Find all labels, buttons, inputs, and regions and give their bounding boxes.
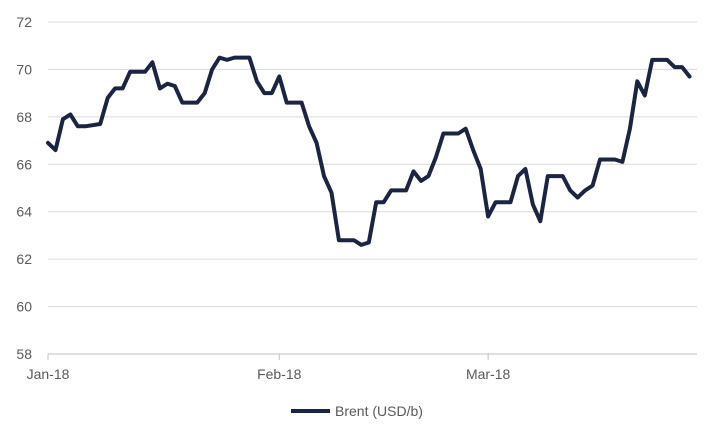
x-tick-label: Feb-18 [257, 366, 302, 382]
x-axis: Jan-18 Feb-18 Mar-18 [27, 353, 697, 382]
y-tick-label: 70 [16, 61, 32, 77]
x-tick-label: Jan-18 [27, 366, 70, 382]
legend-label: Brent (USD/b) [335, 403, 423, 419]
y-tick-label: 66 [16, 156, 32, 172]
y-tick-label: 68 [16, 109, 32, 125]
series-group [46, 55, 692, 247]
y-tick-label: 62 [16, 251, 32, 267]
series-line [46, 55, 692, 247]
y-tick-label: 58 [16, 346, 32, 362]
y-tick-label: 60 [16, 299, 32, 315]
x-tick-label: Mar-18 [466, 366, 511, 382]
y-tick-label: 64 [16, 204, 32, 220]
legend: Brent (USD/b) [291, 403, 423, 419]
y-axis-ticks: 58 60 62 64 66 68 70 72 [16, 14, 32, 362]
y-tick-label: 72 [16, 14, 32, 30]
